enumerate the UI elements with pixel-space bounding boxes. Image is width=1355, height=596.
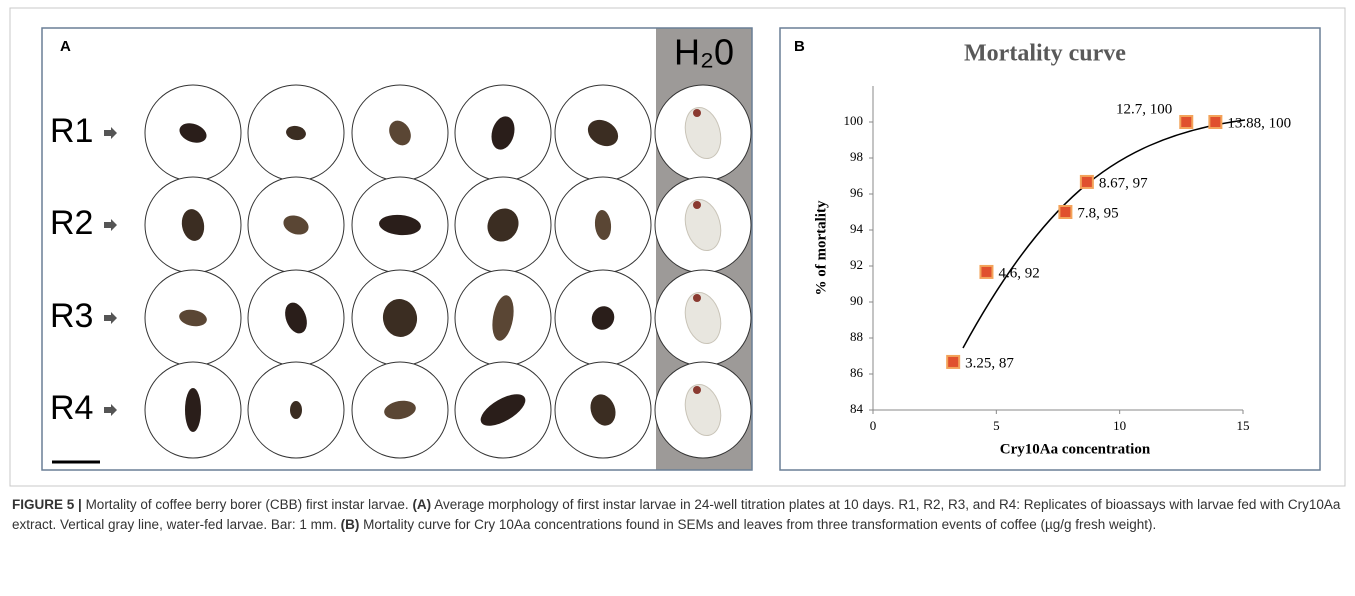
point xyxy=(979,264,994,279)
larva xyxy=(487,208,519,242)
data-label: 8.67, 97 xyxy=(1099,175,1148,191)
larva xyxy=(594,210,612,240)
panel-b: B Mortality curve 84 86 88 90 92 94 96 98 100 0 5 10… xyxy=(779,27,1321,471)
panel-a: A H₂0 R1 R2 R3 R4 xyxy=(41,27,753,471)
y-tick-label: 92 xyxy=(850,257,863,272)
point xyxy=(1058,205,1073,219)
panel-a-frame xyxy=(41,27,753,471)
row-arrow xyxy=(104,312,117,324)
x-tick-label: 5 xyxy=(993,418,1000,433)
larva xyxy=(684,199,722,251)
larva xyxy=(389,120,411,146)
larva xyxy=(684,292,722,344)
larva xyxy=(492,295,514,341)
larva xyxy=(286,125,306,141)
y-tick-label: 94 xyxy=(850,221,864,236)
point xyxy=(1208,115,1223,129)
caption: FIGURE 5 | Mortality of coffee berry bor… xyxy=(12,495,1342,535)
data-label: 12.7, 100 xyxy=(1116,101,1172,117)
chart-title: Mortality curve xyxy=(964,41,1126,67)
panel-label: B xyxy=(794,38,805,55)
larva xyxy=(591,306,615,330)
larva xyxy=(179,123,207,143)
data-label: 7.8, 95 xyxy=(1077,205,1118,221)
y-tick-label: 86 xyxy=(850,365,864,380)
x-tick-label: 15 xyxy=(1237,418,1250,433)
larva xyxy=(290,401,302,419)
figure: A H₂0 R1 R2 R3 R4 B Mortality curve 84 86 88 90… xyxy=(9,7,1346,487)
caption-text: Mortality of coffee berry borer (CBB) fi… xyxy=(85,497,409,512)
larva-head xyxy=(693,109,701,117)
point xyxy=(1079,174,1094,189)
row-arrow xyxy=(104,219,117,231)
caption-panel: (B) xyxy=(340,517,360,532)
caption-label: FIGURE 5 | xyxy=(12,497,82,512)
larva xyxy=(587,119,619,147)
caption-panel: (A) xyxy=(412,497,432,512)
larva xyxy=(379,214,421,236)
panel-b-frame xyxy=(779,27,1321,471)
caption-text: Mortality curve for Cry 10Aa concentrati… xyxy=(363,517,1157,532)
larva xyxy=(384,400,416,420)
larva xyxy=(285,302,307,334)
x-tick-label: 10 xyxy=(1113,418,1126,433)
y-tick-label: 84 xyxy=(850,401,864,416)
larva xyxy=(480,394,526,426)
row-arrow xyxy=(104,404,117,416)
point xyxy=(1179,115,1194,129)
y-tick-label: 90 xyxy=(850,293,863,308)
larva xyxy=(185,388,201,432)
larva-head xyxy=(693,294,701,302)
larva xyxy=(179,309,207,327)
y-tick-label: 100 xyxy=(844,113,864,128)
row-label: R3 xyxy=(50,297,93,335)
larva xyxy=(684,384,722,436)
larva xyxy=(590,394,616,426)
larva xyxy=(283,215,309,235)
trend-curve xyxy=(962,119,1246,349)
point xyxy=(946,354,961,369)
figure-frame xyxy=(9,7,1346,487)
larva-head xyxy=(693,386,701,394)
row-label: R4 xyxy=(50,389,93,427)
panel-label: A xyxy=(60,38,71,55)
row-label: R2 xyxy=(50,204,93,242)
data-label: 3.25, 87 xyxy=(965,355,1014,371)
larva-head xyxy=(693,201,701,209)
caption-text: Average morphology of first instar larva… xyxy=(12,497,1341,532)
y-axis-label: % of mortality xyxy=(813,200,829,295)
row-label: R1 xyxy=(50,112,93,150)
larva xyxy=(491,116,515,150)
control-label: H₂0 xyxy=(674,32,734,73)
x-axis-label: Cry10Aa concentration xyxy=(1000,441,1151,457)
data-label: 4.6, 92 xyxy=(998,265,1039,281)
larva xyxy=(684,107,722,159)
larva xyxy=(382,299,418,337)
larva xyxy=(181,209,205,241)
y-tick-label: 98 xyxy=(850,149,863,164)
y-tick-label: 96 xyxy=(850,185,864,200)
data-label: 13.88, 100 xyxy=(1227,115,1291,131)
x-tick-label: 0 xyxy=(870,418,877,433)
row-arrow xyxy=(104,127,117,139)
y-tick-label: 88 xyxy=(850,329,863,344)
